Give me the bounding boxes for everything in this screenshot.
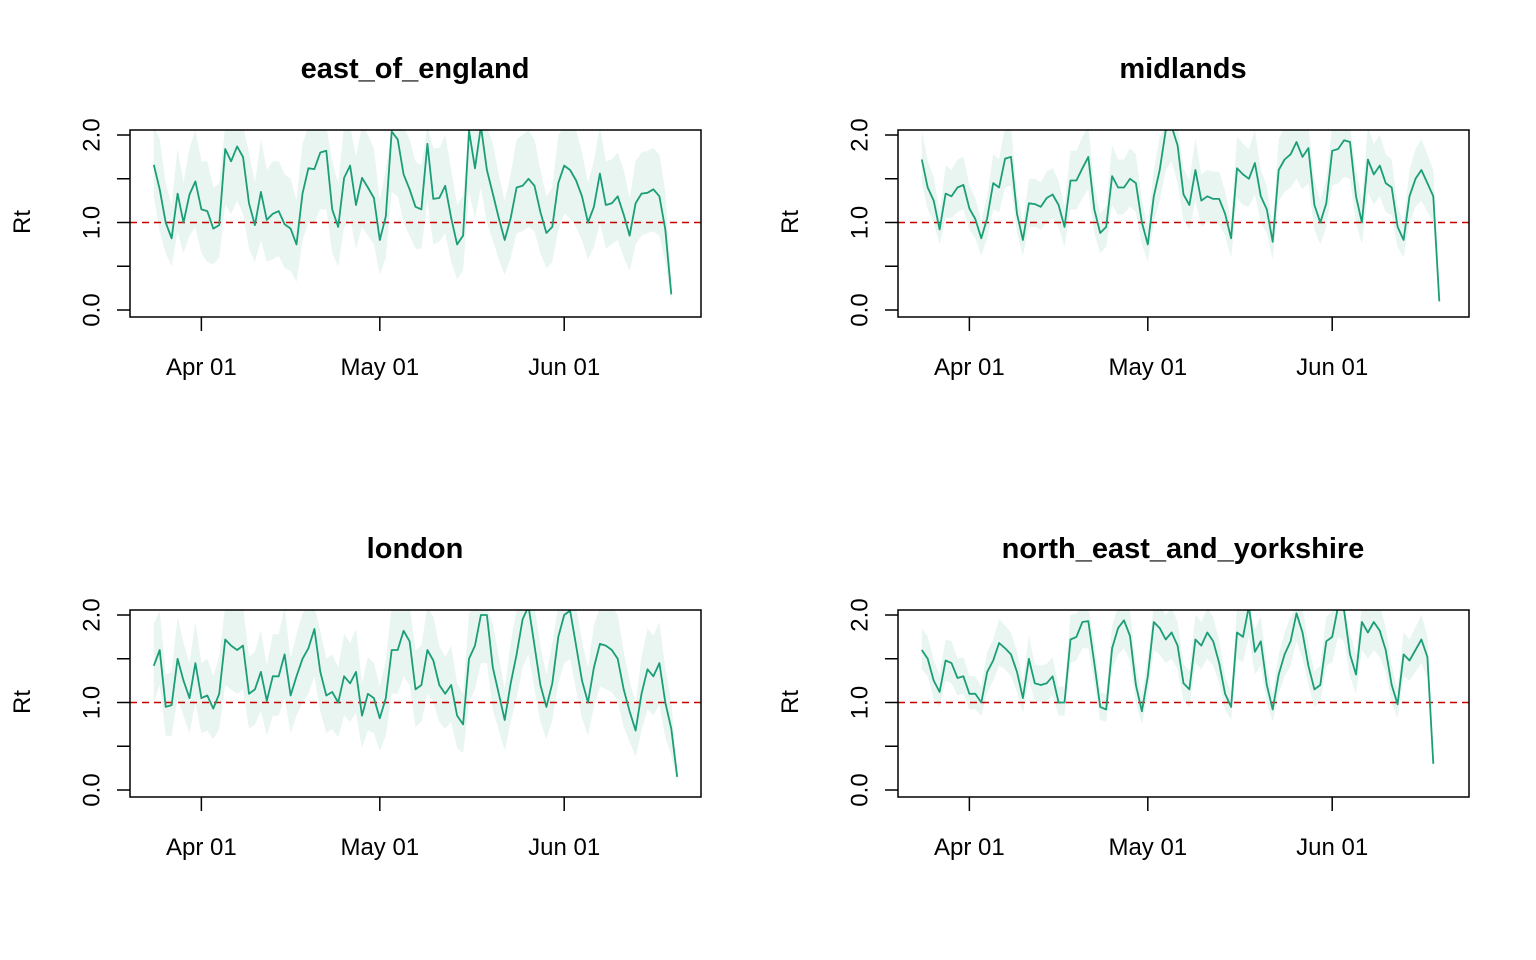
y-axis-label: Rt bbox=[9, 690, 36, 714]
credible-interval-band bbox=[153, 130, 672, 302]
plot-area bbox=[898, 610, 1469, 773]
x-tick-label: Jun 01 bbox=[528, 354, 600, 381]
plot-area bbox=[130, 130, 701, 302]
y-axis: 0.0 1.0 2.0 bbox=[79, 598, 130, 807]
y-tick-label: 1.0 bbox=[79, 206, 106, 239]
panel-title: north_east_and_yorkshire bbox=[1002, 533, 1365, 565]
x-tick-label: Apr 01 bbox=[166, 354, 237, 381]
y-tick-label: 0.0 bbox=[847, 773, 874, 806]
credible-interval-band bbox=[921, 130, 1440, 306]
y-tick-label: 2.0 bbox=[847, 118, 874, 151]
x-tick-label: Apr 01 bbox=[934, 834, 1005, 861]
y-tick-label: 0.0 bbox=[79, 773, 106, 806]
y-axis-label: Rt bbox=[9, 210, 36, 234]
plot-frame bbox=[897, 609, 1470, 798]
y-tick-label: 2.0 bbox=[79, 598, 106, 631]
plot-frame bbox=[129, 609, 702, 798]
panel-east-of-england: east_of_england Rt 0.0 1.0 2.0 Apr 01 May 01 Ju… bbox=[9, 53, 702, 381]
rt-series-line bbox=[152, 610, 679, 778]
panel-north-east-and-yorkshire: north_east_and_yorkshire Rt 0.0 1.0 2.0 Apr 0… bbox=[777, 533, 1470, 861]
y-axis: 0.0 1.0 2.0 bbox=[847, 118, 898, 327]
y-axis: 0.0 1.0 2.0 bbox=[79, 118, 130, 327]
rt-series-line bbox=[920, 130, 1441, 302]
plot-area bbox=[130, 610, 701, 783]
credible-interval-band bbox=[153, 610, 678, 783]
rt-series-line bbox=[921, 610, 1435, 764]
credible-interval-band bbox=[921, 610, 1434, 773]
x-axis: Apr 01 May 01 Jun 01 bbox=[934, 317, 1368, 381]
plot-frame bbox=[897, 129, 1470, 318]
panels-layer: east_of_england Rt 0.0 1.0 2.0 Apr 01 May 01 Ju… bbox=[9, 53, 1470, 861]
x-tick-label: May 01 bbox=[340, 354, 419, 381]
panel-title: midlands bbox=[1119, 53, 1246, 85]
x-tick-label: Apr 01 bbox=[934, 354, 1005, 381]
y-axis-label: Rt bbox=[777, 690, 804, 714]
plot-area bbox=[898, 130, 1469, 306]
panel-title: east_of_england bbox=[301, 53, 530, 85]
x-tick-label: May 01 bbox=[340, 834, 419, 861]
x-tick-label: May 01 bbox=[1108, 354, 1187, 381]
x-tick-label: Apr 01 bbox=[166, 834, 237, 861]
x-axis: Apr 01 May 01 Jun 01 bbox=[166, 317, 600, 381]
y-tick-label: 2.0 bbox=[79, 118, 106, 151]
panel-title: london bbox=[367, 533, 464, 565]
y-tick-label: 0.0 bbox=[847, 293, 874, 326]
plot-frame bbox=[129, 129, 702, 318]
panel-midlands: midlands Rt 0.0 1.0 2.0 Apr 01 May 01 Jun 01 bbox=[777, 53, 1470, 381]
y-axis: 0.0 1.0 2.0 bbox=[847, 598, 898, 807]
y-tick-label: 1.0 bbox=[847, 206, 874, 239]
y-axis-label: Rt bbox=[777, 210, 804, 234]
x-tick-label: Jun 01 bbox=[528, 834, 600, 861]
panel-london: london Rt 0.0 1.0 2.0 Apr 01 May 01 Jun 01 bbox=[9, 533, 702, 861]
x-tick-label: Jun 01 bbox=[1296, 834, 1368, 861]
y-tick-label: 1.0 bbox=[79, 686, 106, 719]
y-tick-label: 1.0 bbox=[847, 686, 874, 719]
y-tick-label: 2.0 bbox=[847, 598, 874, 631]
x-tick-label: Jun 01 bbox=[1296, 354, 1368, 381]
x-axis: Apr 01 May 01 Jun 01 bbox=[166, 797, 600, 861]
x-axis: Apr 01 May 01 Jun 01 bbox=[934, 797, 1368, 861]
x-tick-label: May 01 bbox=[1108, 834, 1187, 861]
rt-series-line bbox=[152, 130, 673, 295]
y-tick-label: 0.0 bbox=[79, 293, 106, 326]
